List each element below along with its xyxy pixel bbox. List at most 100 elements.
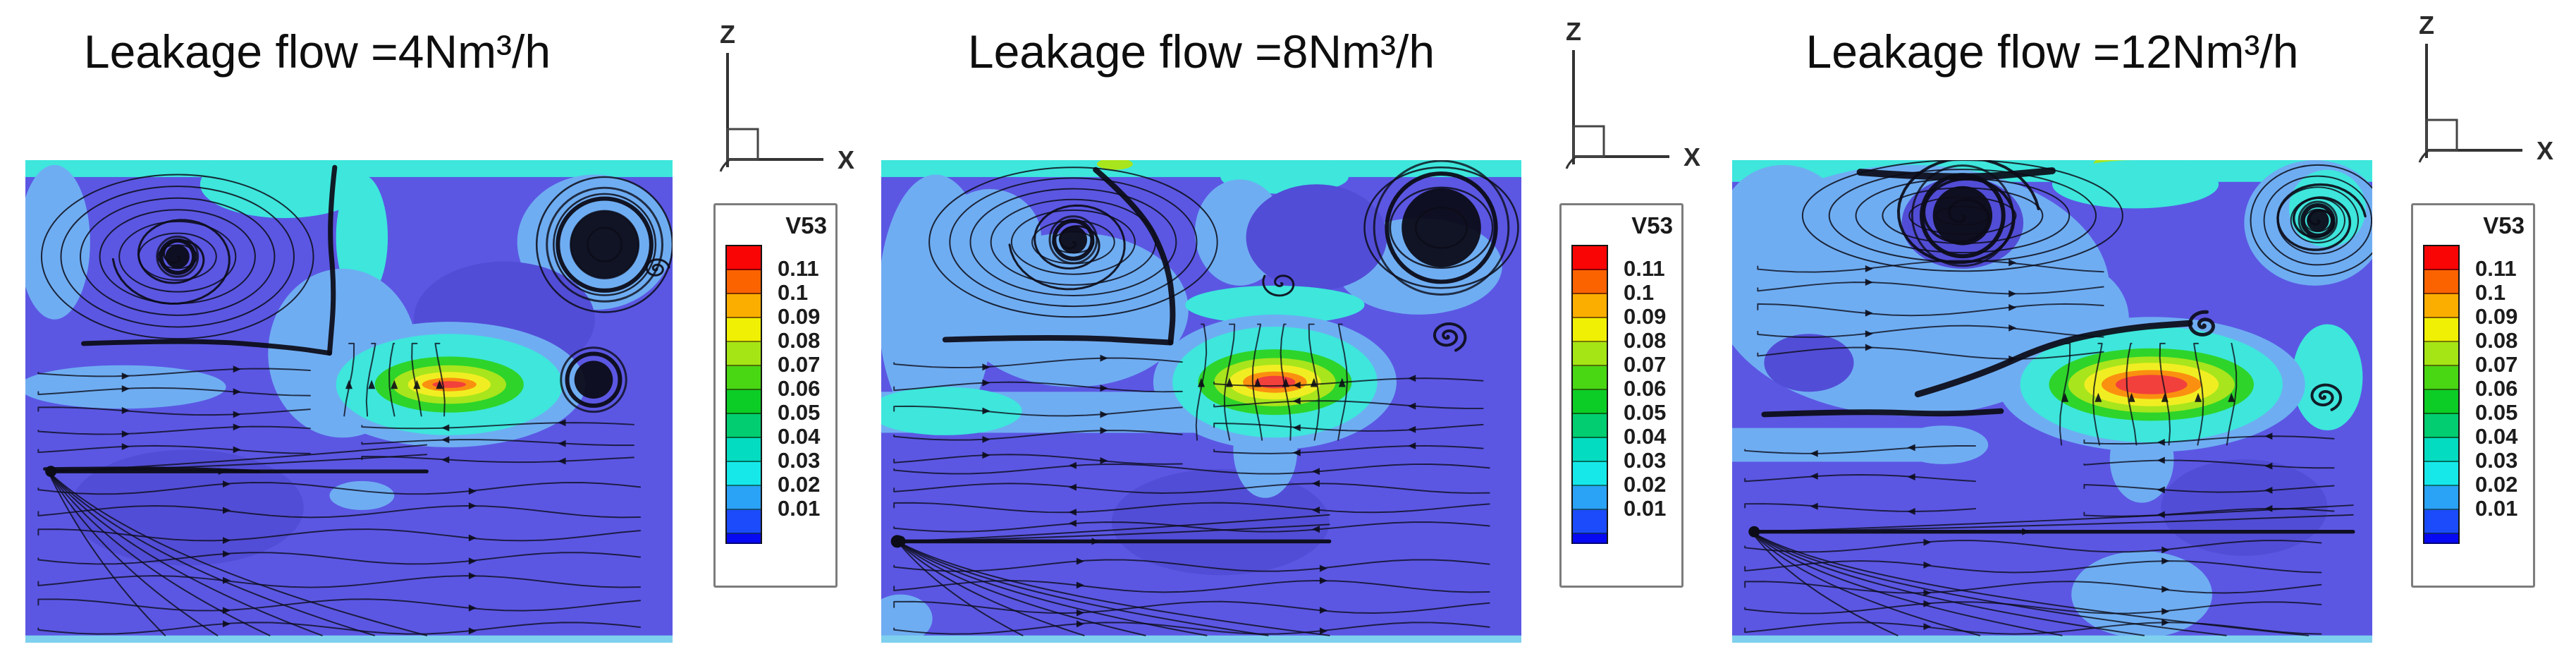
legend-tick-label: 0.1 [778,280,809,305]
colorbar-legend-2: V53 0.11 0.1 0.09 0.08 0.07 0.06 0.05 0.04 0.03 0… [1559,203,1683,588]
legend-tick-label: 0.05 [2475,400,2518,425]
legend-tick-label: 0.11 [1624,256,1665,281]
legend-tick-label: 0.03 [1624,448,1667,473]
legend-tick-label: 0.11 [2475,256,2517,281]
legend-band [1573,390,1607,414]
legend-tick-label: 0.04 [778,424,821,449]
legend-band [2424,534,2458,544]
legend-band [1573,462,1607,486]
colorbar-title: V53 [1631,212,1673,238]
legend-band [2424,342,2458,366]
legend-tick-label: 0.07 [1624,352,1667,377]
legend-band [727,510,761,534]
legend-tick-label: 0.07 [2475,352,2518,377]
legend-tick-label: 0.08 [1624,328,1667,353]
legend-tick-label: 0.04 [1624,424,1667,449]
legend-band [727,246,761,270]
legend-band [2424,294,2458,318]
legend-tick-label: 0.08 [778,328,821,353]
legend-tick-label: 0.06 [2475,376,2518,401]
legend-band [2424,270,2458,294]
legend-tick-label: 0.09 [778,304,821,329]
legend-band [727,342,761,366]
axis-indicator: Z X [1565,17,1700,170]
legend-band [1573,534,1607,544]
legend-tick-label: 0.06 [778,376,821,401]
legend-tick-label: 0.1 [2475,280,2506,305]
z-axis-label: Z [2419,11,2434,40]
legend-tick-label: 0.05 [778,400,821,425]
legend-tick-label: 0.01 [778,496,821,521]
flow-field-canvas [881,160,1521,643]
colorbar-legend-1: V53 0.11 0.1 0.09 0.08 0.07 0.06 0.05 0.04 0.03 0… [713,203,838,588]
legend-band [2424,390,2458,414]
legend-tick-label: 0.03 [778,448,821,473]
legend-tick-label: 0.02 [778,472,821,497]
flow-field-plot-1 [25,160,673,643]
legend-band [1573,438,1607,462]
legend-band [727,294,761,318]
colorbar-title: V53 [2483,212,2525,238]
axis-indicator: Z X [2418,11,2553,164]
colorbar-swatch [725,245,762,544]
x-axis-label: X [1683,143,1700,170]
panel-3-title: Leakage flow =12Nm³/h [1805,25,2299,78]
legend-band [1573,414,1607,438]
panel-1-title: Leakage flow =4Nm³/h [83,25,551,78]
panel-2-title: Leakage flow =8Nm³/h [967,25,1435,78]
legend-band [727,366,761,390]
legend-band [1573,270,1607,294]
flow-field-plot-2 [881,160,1521,643]
legend-band [727,318,761,342]
legend-tick-label: 0.07 [778,352,821,377]
legend-band [2424,438,2458,462]
legend-band [1573,318,1607,342]
legend-band [2424,510,2458,534]
legend-band [727,462,761,486]
legend-band [727,390,761,414]
legend-band [1573,510,1607,534]
legend-band [2424,366,2458,390]
legend-band [1573,486,1607,510]
flow-field-plot-3 [1732,160,2372,643]
z-axis-label: Z [1566,17,1581,46]
colorbar-swatch [1571,245,1608,544]
legend-band [727,486,761,510]
legend-tick-label: 0.04 [2475,424,2518,449]
legend-tick-label: 0.09 [1624,304,1667,329]
x-axis-label: X [838,145,854,173]
legend-band [727,270,761,294]
legend-tick-label: 0.02 [2475,472,2518,497]
legend-band [1573,294,1607,318]
flow-field-canvas [1732,160,2372,643]
colorbar-legend-3: V53 0.11 0.1 0.09 0.08 0.07 0.06 0.05 0.04 0.03 0… [2411,203,2535,588]
legend-band [1573,246,1607,270]
legend-tick-label: 0.06 [1624,376,1667,401]
legend-tick-label: 0.01 [1624,496,1667,521]
legend-tick-label: 0.08 [2475,328,2518,353]
z-axis-label: Z [720,20,735,49]
flow-field-canvas [25,160,673,643]
legend-band [727,438,761,462]
legend-tick-label: 0.01 [2475,496,2518,521]
colorbar-title: V53 [785,212,827,238]
legend-tick-label: 0.11 [778,256,819,281]
legend-tick-label: 0.1 [1624,280,1655,305]
legend-band [2424,462,2458,486]
x-axis-label: X [2537,136,2553,164]
axis-indicator: Z X [719,20,854,173]
legend-band [2424,414,2458,438]
legend-tick-label: 0.05 [1624,400,1667,425]
legend-tick-label: 0.02 [1624,472,1667,497]
legend-band [2424,318,2458,342]
legend-band [1573,342,1607,366]
legend-tick-label: 0.09 [2475,304,2518,329]
legend-band [2424,486,2458,510]
legend-band [1573,366,1607,390]
legend-band [727,414,761,438]
legend-band [727,534,761,544]
colorbar-swatch [2423,245,2460,544]
legend-tick-label: 0.03 [2475,448,2518,473]
legend-band [2424,246,2458,270]
